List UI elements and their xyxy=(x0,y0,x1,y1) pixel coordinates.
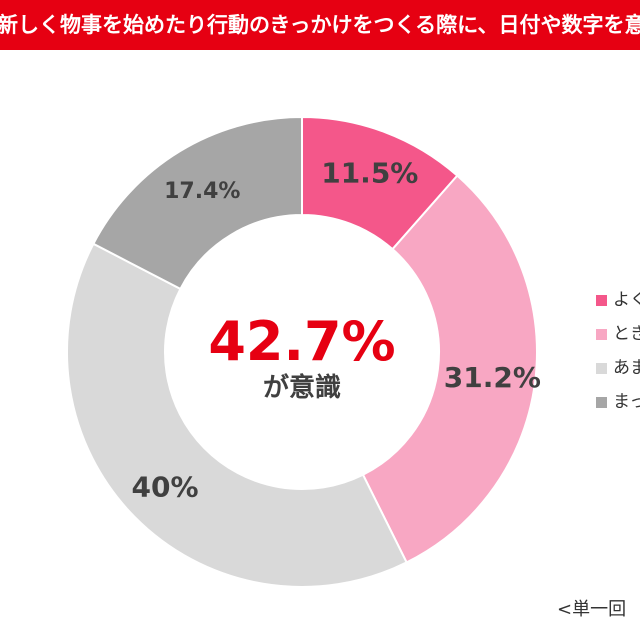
donut-slice-4 xyxy=(92,115,303,291)
chart-title: 新しく物事を始めたり行動のきっかけをつくる際に、日付や数字を意 xyxy=(0,13,640,37)
chart-title-banner: 新しく物事を始めたり行動のきっかけをつくる際に、日付や数字を意 xyxy=(0,0,640,50)
legend-label: とき xyxy=(613,324,640,344)
slice-label-1: 11.5% xyxy=(321,156,418,189)
legend-swatch xyxy=(596,295,607,306)
legend-swatch xyxy=(596,363,607,374)
center-value: 42.7% xyxy=(208,310,395,373)
legend-label: まっ xyxy=(613,392,640,412)
center-caption: が意識 xyxy=(263,372,341,403)
legend-label: よく xyxy=(613,290,640,310)
slice-label-2: 31.2% xyxy=(444,361,541,394)
slice-labels: 11.5% 31.2% 40% 17.4% xyxy=(132,156,541,503)
legend-label: あま xyxy=(613,358,640,378)
donut-slice-3 xyxy=(66,242,408,588)
footnote: <単一回 xyxy=(557,599,627,620)
slice-label-3: 40% xyxy=(132,471,199,504)
donut-slice-2 xyxy=(361,174,538,564)
slice-label-4: 17.4% xyxy=(164,179,240,204)
legend-swatch xyxy=(596,397,607,408)
legend-swatch xyxy=(596,329,607,340)
donut-slices xyxy=(66,115,538,588)
